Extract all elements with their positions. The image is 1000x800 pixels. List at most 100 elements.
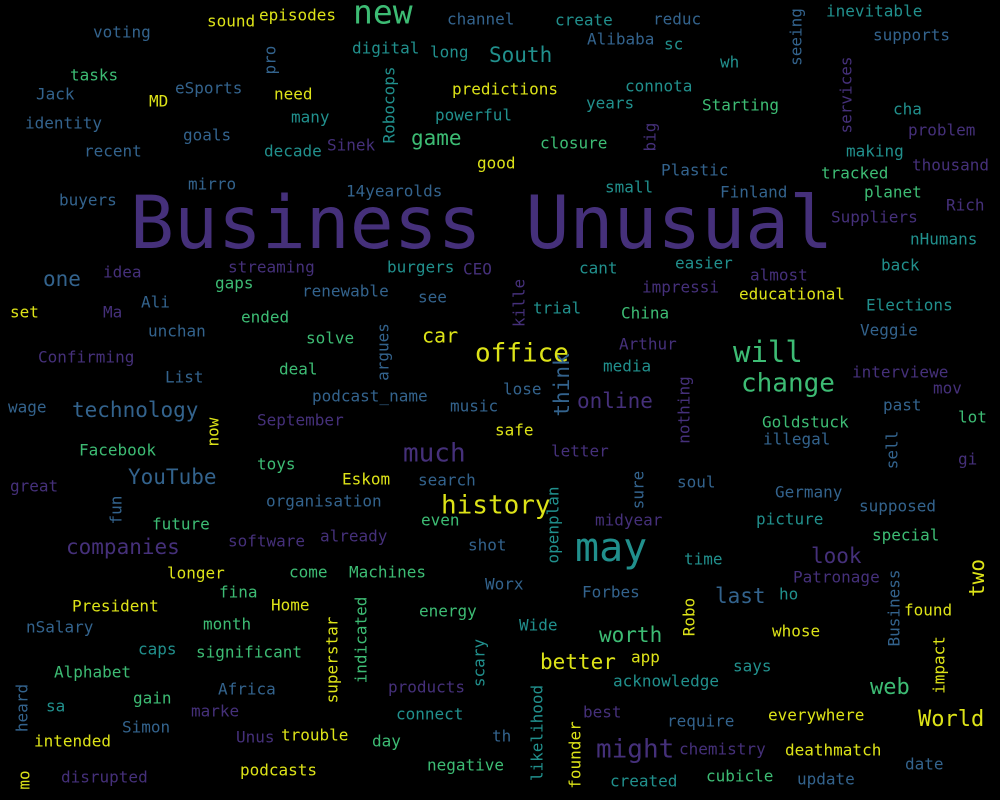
- word: indicated: [352, 597, 371, 684]
- word: Arthur: [619, 335, 677, 354]
- word: Confirming: [38, 348, 134, 367]
- word: much: [403, 439, 466, 469]
- word: connota: [625, 77, 692, 96]
- word: search: [418, 471, 476, 490]
- word: mo: [15, 770, 34, 789]
- word: episodes: [259, 6, 336, 25]
- word: energy: [419, 602, 477, 621]
- word: gi: [958, 450, 977, 469]
- word: already: [320, 527, 388, 546]
- word: Ma: [103, 303, 122, 322]
- word: date: [905, 755, 944, 774]
- word: Forbes: [582, 583, 640, 602]
- word: tracked: [821, 164, 888, 183]
- word: trouble: [281, 726, 348, 745]
- word: sound: [207, 12, 255, 31]
- word: ho: [779, 585, 798, 604]
- word: nHumans: [910, 230, 977, 249]
- word: Facebook: [79, 441, 156, 460]
- word: nSalary: [26, 618, 94, 637]
- word: Robo: [680, 598, 699, 637]
- word: might: [596, 735, 674, 765]
- word: tasks: [70, 66, 118, 85]
- word: gain: [133, 689, 172, 708]
- word: List: [165, 368, 204, 387]
- word: cubicle: [706, 767, 773, 786]
- word: Plastic: [661, 161, 728, 180]
- word: office: [475, 339, 569, 369]
- word: deal: [279, 360, 318, 379]
- word: sc: [664, 35, 683, 54]
- word: goals: [183, 126, 231, 145]
- word: burgers: [387, 258, 454, 277]
- word: now: [204, 417, 223, 446]
- word: great: [10, 477, 58, 496]
- word: thousand: [912, 156, 989, 175]
- word: back: [881, 256, 920, 275]
- word: fun: [107, 496, 126, 525]
- word: intended: [34, 732, 111, 751]
- word: longer: [167, 564, 225, 583]
- word: even: [421, 511, 460, 530]
- word: podcasts: [240, 761, 317, 780]
- word: sure: [629, 471, 648, 510]
- word: shot: [468, 536, 507, 555]
- word: marke: [191, 702, 239, 721]
- word: connect: [396, 705, 463, 724]
- word: game: [411, 126, 462, 150]
- word: two: [965, 559, 989, 597]
- word: scary: [470, 639, 489, 688]
- word: CEO: [463, 260, 492, 279]
- word: disrupted: [61, 768, 148, 787]
- word: big: [641, 123, 660, 152]
- word: soul: [677, 473, 716, 492]
- word: Business: [885, 569, 904, 646]
- word: app: [631, 648, 660, 667]
- word: special: [872, 526, 939, 545]
- word: Elections: [866, 296, 953, 315]
- word: see: [418, 288, 447, 307]
- word: change: [741, 369, 835, 399]
- word: wage: [8, 398, 47, 417]
- word: good: [477, 154, 516, 173]
- word: services: [837, 56, 856, 133]
- word: kille: [510, 279, 529, 327]
- word: mirro: [188, 175, 236, 194]
- word: future: [152, 515, 210, 534]
- word: history: [441, 491, 551, 521]
- word: month: [203, 615, 251, 634]
- word: ended: [241, 308, 289, 327]
- word: September: [257, 411, 344, 430]
- word: one: [43, 267, 81, 291]
- word: Alphabet: [54, 663, 131, 682]
- word: software: [228, 532, 305, 551]
- word: unchan: [148, 322, 206, 341]
- word: Home: [271, 596, 310, 615]
- word: Wide: [519, 616, 558, 635]
- word: Africa: [218, 680, 276, 699]
- word: everywhere: [768, 706, 864, 725]
- word: online: [577, 389, 653, 413]
- word: time: [684, 550, 723, 569]
- word: require: [667, 712, 734, 731]
- word: inevitable: [826, 2, 922, 21]
- word: YouTube: [128, 465, 217, 489]
- word: will: [733, 335, 803, 369]
- word: Simon: [122, 718, 170, 737]
- word: Worx: [485, 575, 524, 594]
- word: lose: [503, 380, 542, 399]
- word: wh: [720, 53, 739, 72]
- word: digital: [352, 39, 419, 58]
- word: car: [422, 324, 458, 348]
- word: lot: [958, 408, 987, 427]
- word: caps: [138, 640, 177, 659]
- word: identity: [25, 114, 102, 133]
- word: Germany: [775, 483, 843, 502]
- word: Jack: [36, 85, 75, 104]
- word: closure: [540, 134, 607, 153]
- word: need: [274, 85, 313, 104]
- word: new: [353, 0, 413, 32]
- word: media: [603, 357, 651, 376]
